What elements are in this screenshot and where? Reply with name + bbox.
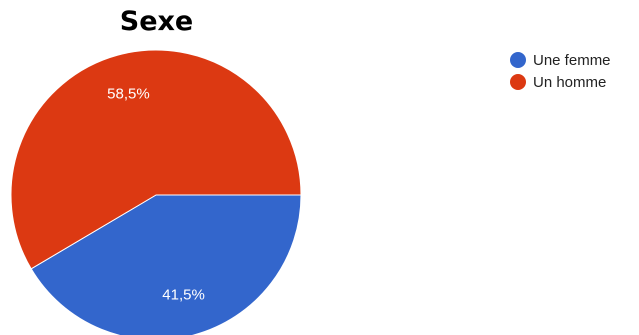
chart-title: Sexe	[119, 6, 194, 37]
legend-item-une-femme[interactable]: Une femme	[510, 49, 611, 71]
legend-label-un-homme: Un homme	[533, 73, 607, 91]
legend-swatch-une-femme	[510, 52, 526, 68]
slice-label-une-femme: 41,5%	[162, 287, 205, 304]
pie-slice-un-homme[interactable]	[10, 49, 302, 270]
legend-swatch-un-homme	[510, 74, 526, 90]
slice-label-un-homme: 58,5%	[107, 85, 150, 102]
legend-label-une-femme: Une femme	[533, 51, 611, 69]
legend: Une femme Un homme	[510, 49, 611, 93]
legend-item-un-homme[interactable]: Un homme	[510, 71, 611, 93]
